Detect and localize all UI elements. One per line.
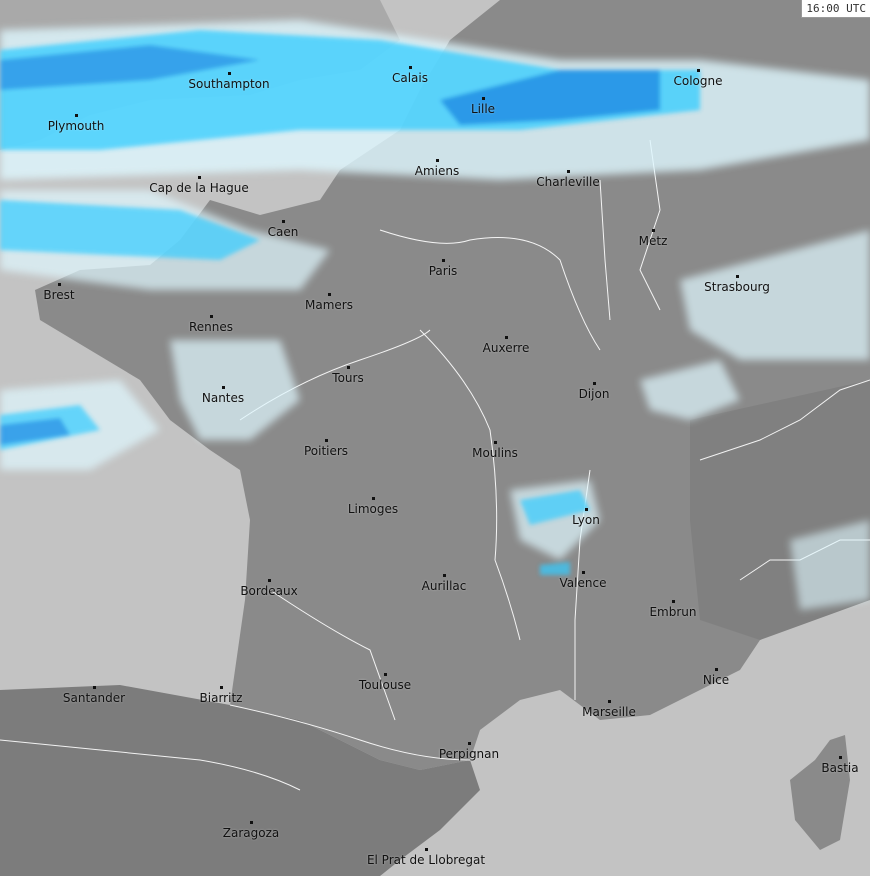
- city-label: Mamers: [305, 298, 353, 312]
- city-label: Plymouth: [47, 119, 105, 133]
- city-dot: [442, 259, 445, 262]
- city-label: Amiens: [414, 164, 460, 178]
- city-label: Dijon: [578, 387, 610, 401]
- city-dot: [228, 72, 231, 75]
- city-label: El Prat de Llobregat: [366, 853, 486, 867]
- city-label: Lyon: [572, 513, 600, 527]
- city-label: Biarritz: [199, 691, 243, 705]
- city-dot: [436, 159, 439, 162]
- city-dot: [325, 439, 328, 442]
- city-dot: [652, 229, 655, 232]
- city-label: Lille: [470, 102, 496, 116]
- timestamp-label: 16:00 UTC: [801, 0, 870, 18]
- city-label: Nice: [702, 673, 730, 687]
- city-label: Tours: [332, 371, 364, 385]
- city-dot: [736, 275, 739, 278]
- city-label: Cologne: [673, 74, 723, 88]
- land-spain: [0, 685, 480, 876]
- city-label: Charleville: [536, 175, 600, 189]
- city-dot: [425, 848, 428, 851]
- city-label: Calais: [391, 71, 429, 85]
- city-dot: [282, 220, 285, 223]
- city-dot: [567, 170, 570, 173]
- land-france: [35, 0, 870, 770]
- city-label: Caen: [267, 225, 299, 239]
- city-dot: [482, 97, 485, 100]
- city-label: Aurillac: [421, 579, 467, 593]
- city-dot: [347, 366, 350, 369]
- city-dot: [715, 668, 718, 671]
- city-dot: [839, 756, 842, 759]
- city-dot: [222, 386, 225, 389]
- city-dot: [468, 742, 471, 745]
- city-label: Perpignan: [438, 747, 500, 761]
- city-label: Metz: [638, 234, 668, 248]
- city-label: Bastia: [821, 761, 859, 775]
- city-dot: [443, 574, 446, 577]
- city-dot: [372, 497, 375, 500]
- city-dot: [268, 579, 271, 582]
- city-label: Cap de la Hague: [149, 181, 249, 195]
- city-label: Marseille: [582, 705, 636, 719]
- city-dot: [608, 700, 611, 703]
- city-dot: [697, 69, 700, 72]
- city-label: Strasbourg: [704, 280, 770, 294]
- city-label: Moulins: [472, 446, 518, 460]
- city-dot: [75, 114, 78, 117]
- city-dot: [494, 441, 497, 444]
- city-dot: [582, 571, 585, 574]
- city-dot: [220, 686, 223, 689]
- city-dot: [93, 686, 96, 689]
- city-label: Toulouse: [358, 678, 412, 692]
- city-label: Limoges: [347, 502, 399, 516]
- city-dot: [328, 293, 331, 296]
- city-label: Zaragoza: [222, 826, 280, 840]
- city-dot: [409, 66, 412, 69]
- city-dot: [585, 508, 588, 511]
- city-label: Brest: [43, 288, 75, 302]
- city-dot: [505, 336, 508, 339]
- cloud-cover: [0, 20, 870, 610]
- city-label: Bordeaux: [240, 584, 298, 598]
- city-dot: [58, 283, 61, 286]
- city-label: Santander: [62, 691, 126, 705]
- city-dot: [384, 673, 387, 676]
- city-label: Southampton: [188, 77, 270, 91]
- city-dot: [198, 176, 201, 179]
- city-label: Rennes: [188, 320, 234, 334]
- city-label: Auxerre: [482, 341, 530, 355]
- city-label: Paris: [428, 264, 458, 278]
- land-corsica: [790, 735, 850, 850]
- city-dot: [210, 315, 213, 318]
- city-label: Embrun: [649, 605, 697, 619]
- city-label: Nantes: [201, 391, 245, 405]
- city-dot: [250, 821, 253, 824]
- city-label: Poitiers: [303, 444, 349, 458]
- city-dot: [593, 382, 596, 385]
- city-dot: [672, 600, 675, 603]
- city-label: Valence: [559, 576, 607, 590]
